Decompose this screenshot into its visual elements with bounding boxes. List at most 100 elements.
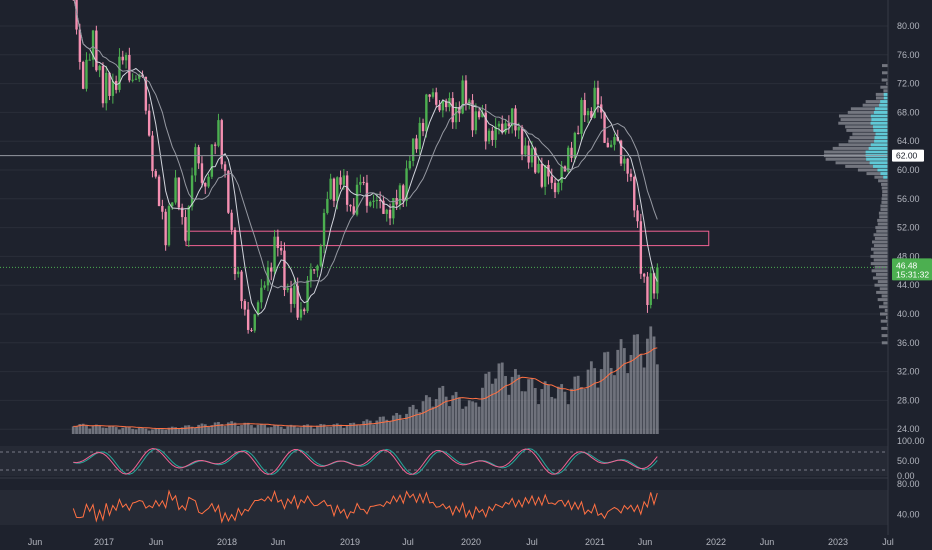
moving-average-line — [73, 0, 658, 316]
profile-bar — [878, 305, 888, 309]
candle-body — [619, 140, 623, 164]
candle-body — [501, 123, 504, 133]
volume-bar — [421, 401, 425, 434]
value-area-bar — [874, 107, 888, 111]
volume-bar — [193, 427, 197, 434]
candle-body — [227, 170, 230, 213]
profile-bar — [848, 139, 888, 143]
profile-bar — [838, 114, 888, 118]
volume-bar — [570, 388, 573, 434]
volume-bar — [230, 421, 234, 434]
candle-body — [362, 181, 365, 183]
price-axis[interactable]: 80.00 76.00 72.00 68.00 64.00 60.00 56.00 52.00… — [887, 0, 925, 535]
volume-bar — [619, 339, 623, 434]
candle-body — [322, 212, 326, 247]
price-tick-label: 64.00 — [897, 136, 920, 146]
rsi-band — [0, 490, 888, 525]
candle-body — [613, 137, 616, 145]
candle-body — [270, 267, 273, 272]
volume-bar — [240, 425, 243, 434]
time-tick-label: 2023 — [828, 537, 848, 547]
volume-bar — [243, 422, 247, 434]
volume-bar — [137, 427, 141, 434]
candle-body — [372, 200, 375, 202]
profile-bar — [874, 236, 888, 240]
volume-bar — [467, 400, 471, 434]
candle-body — [553, 182, 557, 193]
time-axis[interactable]: Jun 2017 Jun 2018 Jun 2019 Jul 2020 Jul 2021 Jun 20… — [28, 537, 894, 547]
profile-bar — [849, 136, 888, 140]
profile-bar — [846, 128, 888, 132]
volume-bar — [253, 427, 257, 434]
volume-bar — [342, 427, 346, 434]
volume-bar — [226, 422, 230, 434]
profile-bar — [882, 64, 888, 68]
candle-body — [81, 61, 85, 89]
level-badge — [892, 149, 924, 162]
volume-bar — [187, 425, 191, 434]
volume-bar — [358, 425, 362, 434]
profile-bar — [876, 272, 888, 276]
candle-body — [246, 309, 250, 330]
volume-bar — [391, 415, 395, 434]
time-tick-label: Jul — [882, 537, 894, 547]
candle-body — [441, 100, 445, 111]
volume-bar — [71, 426, 75, 434]
volume-bar — [263, 424, 267, 434]
candle-body — [240, 271, 243, 302]
volume-bar — [355, 424, 359, 434]
profile-bar — [832, 146, 888, 150]
value-area-bar — [870, 114, 888, 118]
volume-bar — [533, 388, 537, 434]
countdown-label: 15:31:32 — [896, 269, 929, 279]
volume-bar — [131, 428, 135, 434]
value-area-bar — [880, 100, 888, 104]
time-tick-label: 2018 — [217, 537, 237, 547]
profile-bar — [847, 110, 888, 114]
candle-body — [560, 166, 563, 183]
volume-bar — [596, 387, 600, 434]
candle-body — [157, 176, 161, 206]
candle-body — [164, 211, 167, 246]
candle-body — [421, 122, 425, 132]
value-area-bar — [873, 128, 888, 132]
volume-bar — [259, 423, 263, 434]
time-tick-label: 2020 — [461, 537, 481, 547]
volume-bar — [276, 425, 280, 434]
value-area-bar — [865, 150, 888, 154]
volume-bar — [319, 423, 323, 434]
profile-bar — [882, 190, 888, 194]
volume-bar — [124, 426, 128, 434]
volume-bar — [233, 422, 237, 434]
volume-bar — [378, 416, 382, 434]
volume-bar — [401, 419, 405, 434]
volume-bar — [395, 412, 399, 434]
candle-body — [639, 221, 643, 274]
candle-body — [481, 112, 484, 118]
volume-bar — [540, 389, 544, 434]
volume-bar — [322, 424, 326, 434]
candle-body — [144, 76, 148, 111]
volume-bar — [266, 427, 270, 434]
candle-body — [88, 59, 91, 61]
candle-body — [606, 142, 610, 148]
volume-bar — [487, 371, 491, 434]
profile-bar — [879, 287, 888, 291]
volume-bar — [151, 429, 154, 434]
volume-bar — [398, 414, 402, 434]
candle-body — [656, 267, 659, 294]
volume-bar — [217, 422, 220, 434]
candle-body — [147, 110, 151, 136]
candle-body — [194, 147, 197, 176]
volume-bar — [180, 427, 184, 434]
profile-bar — [872, 276, 888, 280]
candle-body — [609, 144, 613, 148]
volume-bar — [362, 421, 366, 434]
value-area-bar — [874, 136, 888, 140]
volume-bar — [438, 387, 441, 434]
volume-bar — [411, 404, 415, 434]
candle-body — [642, 273, 646, 277]
candle-body — [567, 147, 570, 172]
volume-bar — [580, 387, 583, 434]
